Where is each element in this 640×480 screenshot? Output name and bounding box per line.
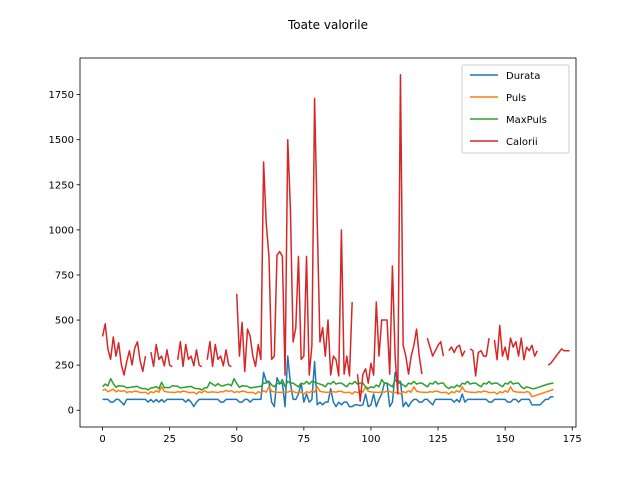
series-line-puls [102,386,554,398]
y-tick-label: 500 [55,316,74,327]
series-line-calorii [101,74,570,402]
x-tick-label: 50 [230,434,243,445]
y-tick-label: 750 [55,270,74,281]
y-tick-label: 1750 [49,90,74,101]
x-tick-label: 150 [496,434,515,445]
series-line-maxpuls [102,377,554,391]
legend: Durata Puls MaxPuls Calorii [461,64,570,154]
axes-layer: 0 25 50 75 100 125 150 175025050075010001250150… [49,57,582,445]
x-tick-label: 175 [563,434,582,445]
legend-label-durata: Durata [506,71,540,82]
y-tick-label: 250 [55,361,74,372]
legend-label-maxpuls: MaxPuls [506,115,547,126]
legend-box [461,64,570,154]
y-tick-label: 0 [68,406,74,417]
series-line-durata [102,355,554,408]
y-tick-label: 1000 [49,225,74,236]
y-tick-label: 1250 [49,180,74,191]
series-layer [101,74,570,408]
chart-title: Toate valorile [287,18,368,32]
x-tick-label: 25 [163,434,176,445]
y-tick-label: 1500 [49,135,74,146]
x-tick-label: 0 [99,434,105,445]
x-tick-label: 125 [428,434,447,445]
axes-frame [79,57,577,428]
x-tick-label: 100 [361,434,380,445]
legend-label-calorii: Calorii [506,137,538,148]
legend-label-puls: Puls [506,93,526,104]
x-tick-label: 75 [297,434,310,445]
